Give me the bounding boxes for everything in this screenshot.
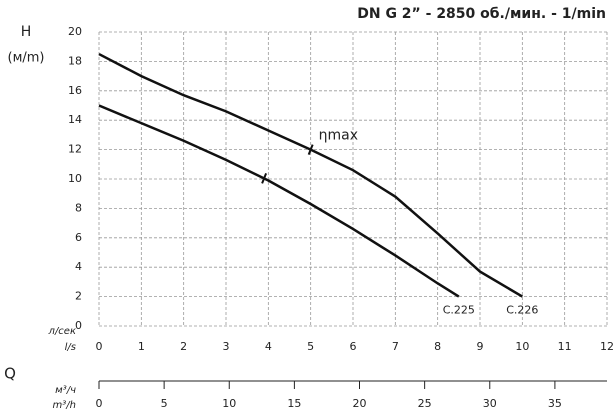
y-tick-label: 20 [68, 25, 82, 38]
curve [98, 104, 460, 298]
x-tick-label: 12 [600, 340, 614, 353]
y-tick-label: 2 [75, 290, 82, 303]
y-tick-label: 12 [68, 143, 82, 156]
x-tick-label: 10 [515, 340, 529, 353]
x2-tick-label: 0 [96, 397, 103, 410]
y-tick-label: 4 [75, 260, 82, 273]
x2-tick-label: 5 [161, 397, 168, 410]
y-tick-label: 8 [75, 201, 82, 214]
y-tick-label: 10 [68, 172, 82, 185]
x-tick-label: 5 [307, 340, 314, 353]
x2-tick-label: 15 [287, 397, 301, 410]
series-label: C.226 [506, 304, 538, 317]
y-tick-label: 0 [75, 319, 82, 332]
x-tick-label: 11 [558, 340, 572, 353]
x-unit-en: l/s [65, 342, 76, 353]
y-tick-label: 18 [68, 54, 82, 67]
eta-max-mark [261, 173, 268, 184]
x-tick-label: 0 [96, 340, 103, 353]
q-label: Q [4, 365, 16, 383]
x2-tick-label: 30 [483, 397, 497, 410]
x2-tick-label: 25 [418, 397, 432, 410]
x-tick-label: 3 [223, 340, 230, 353]
x-tick-label: 4 [265, 340, 272, 353]
y-unit: (м/m) [8, 51, 45, 66]
y-label: H [21, 24, 32, 40]
y-tick-label: 16 [68, 84, 82, 97]
x-tick-label: 8 [434, 340, 441, 353]
x2-tick-label: 20 [353, 397, 367, 410]
x2-unit-ru: м³/ч [55, 385, 76, 396]
chart-title: DN G 2” - 2850 об./мин. - 1/min [357, 6, 606, 22]
x-tick-label: 2 [180, 340, 187, 353]
x-tick-label: 9 [477, 340, 484, 353]
x-tick-label: 6 [350, 340, 357, 353]
x2-tick-label: 10 [222, 397, 236, 410]
x-tick-label: 7 [392, 340, 399, 353]
eta-max-mark [307, 144, 314, 155]
x2-unit-en: m³/h [53, 400, 76, 411]
x-unit-ru: л/сек [48, 326, 76, 337]
x-tick-label: 1 [138, 340, 145, 353]
x2-tick-label: 35 [548, 397, 562, 410]
series-label: C.225 [443, 304, 475, 317]
y-tick-label: 6 [75, 231, 82, 244]
annotation: ηmax [319, 128, 358, 144]
y-tick-label: 14 [68, 113, 82, 126]
